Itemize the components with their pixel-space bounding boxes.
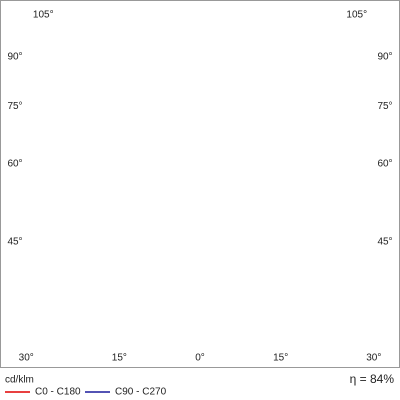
angle-label: 105° <box>346 10 367 21</box>
angle-label: 30° <box>366 353 381 364</box>
label-bg <box>372 100 398 113</box>
angle-label: 30° <box>19 353 34 364</box>
angle-label: 45° <box>377 237 392 248</box>
angle-label: 0° <box>195 353 205 364</box>
legend-label: C90 - C270 <box>115 387 167 398</box>
angle-label: 90° <box>377 52 392 63</box>
label-bg <box>2 157 28 170</box>
label-bg <box>267 352 294 364</box>
angle-label: 105° <box>33 10 54 21</box>
legend-label: C0 - C180 <box>35 387 81 398</box>
label-bg <box>372 51 398 63</box>
angle-label: 60° <box>377 158 392 169</box>
label-bg <box>372 236 398 248</box>
label-bg <box>2 236 28 248</box>
angle-label: 75° <box>7 101 22 112</box>
label-bg <box>2 51 28 63</box>
label-bg <box>372 157 398 170</box>
angle-label: 60° <box>7 158 22 169</box>
angle-label: 45° <box>7 237 22 248</box>
legend: C0 - C180 C90 - C270 <box>5 387 167 398</box>
angle-label: 90° <box>7 52 22 63</box>
angle-label: 15° <box>273 353 288 364</box>
unit-label: cd/klm <box>5 375 34 386</box>
label-bg <box>2 100 28 113</box>
label-bg <box>360 352 387 364</box>
angle-label: 75° <box>377 101 392 112</box>
efficiency: η = 84% <box>350 372 395 386</box>
angle-label: 15° <box>112 353 127 364</box>
label-bg <box>106 352 133 364</box>
label-bg <box>30 9 57 21</box>
label-bg <box>187 352 213 364</box>
plot-frame <box>0 0 400 368</box>
label-bg <box>13 352 40 364</box>
label-bg <box>343 9 370 21</box>
